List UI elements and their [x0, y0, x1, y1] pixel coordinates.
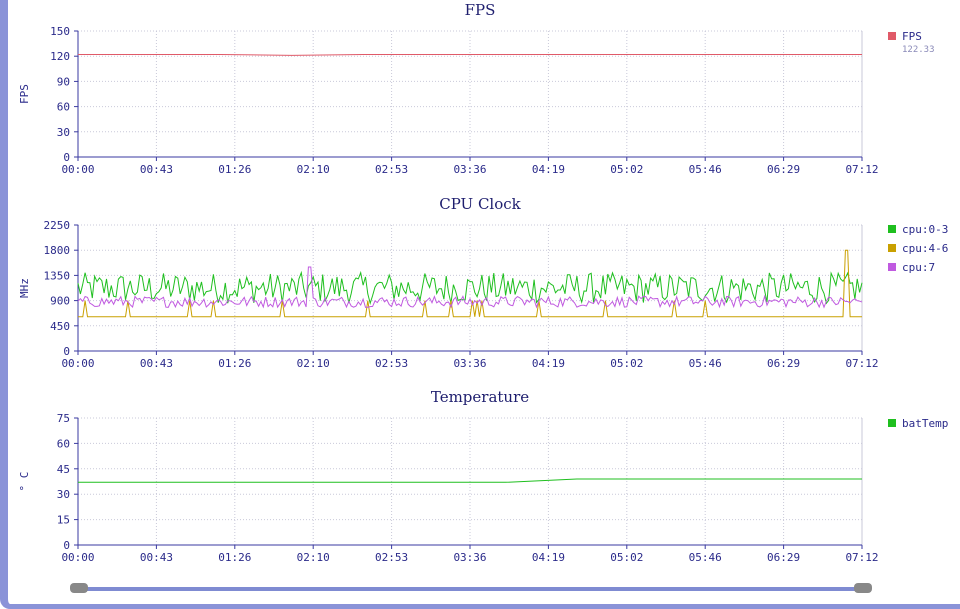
x-tick-label: 05:02: [610, 357, 643, 370]
x-tick-label: 05:02: [610, 163, 643, 176]
x-tick-label: 04:19: [532, 163, 565, 176]
y-tick-label: 15: [57, 514, 70, 527]
x-tick-label: 00:00: [61, 357, 94, 370]
x-tick-label: 00:43: [140, 551, 173, 564]
y-tick-label: 450: [50, 320, 70, 333]
x-tick-label: 02:53: [375, 551, 408, 564]
x-tick-label: 02:10: [297, 163, 330, 176]
y-tick-label: 30: [57, 488, 70, 501]
x-tick-label: 00:00: [61, 163, 94, 176]
x-tick-label: 06:29: [767, 551, 800, 564]
x-tick-label: 00:43: [140, 357, 173, 370]
x-tick-label: 00:43: [140, 163, 173, 176]
x-tick-label: 03:36: [453, 163, 486, 176]
y-tick-label: 0: [63, 345, 70, 358]
y-tick-label: 2250: [44, 219, 71, 232]
series-line-cpu-0-3: [77, 270, 863, 306]
y-tick-label: 0: [63, 539, 70, 552]
series-line-cpu-4-6: [78, 249, 862, 318]
x-tick-label: 01:26: [218, 551, 251, 564]
x-tick-label: 06:29: [767, 357, 800, 370]
x-tick-label: 04:19: [532, 551, 565, 564]
x-tick-label: 06:29: [767, 163, 800, 176]
y-tick-label: 900: [50, 295, 70, 308]
x-tick-label: 05:46: [689, 163, 722, 176]
chart-title: FPS: [465, 1, 496, 19]
y-tick-label: 1800: [44, 244, 71, 257]
y-tick-label: 150: [50, 25, 70, 38]
y-tick-label: 30: [57, 126, 70, 139]
x-tick-label: 02:53: [375, 357, 408, 370]
chart-title: CPU Clock: [439, 195, 521, 213]
x-tick-label: 03:36: [453, 357, 486, 370]
legend-swatch: [888, 244, 896, 252]
legend-swatch: [888, 419, 896, 427]
y-tick-label: 60: [57, 101, 70, 114]
legend-label[interactable]: cpu:4-6: [902, 242, 948, 255]
y-tick-label: 45: [57, 463, 70, 476]
x-tick-label: 02:53: [375, 163, 408, 176]
series-line-cpu-7: [77, 266, 863, 309]
y-tick-label: 90: [57, 75, 70, 88]
x-tick-label: 00:00: [61, 551, 94, 564]
legend-swatch: [888, 263, 896, 271]
x-tick-label: 07:12: [845, 551, 878, 564]
chart-panel-cpu: CPU Clock 00:00 00:43 01:26 02:10 02:53 03:36 0…: [18, 195, 948, 370]
chart-title: Temperature: [431, 388, 529, 406]
x-tick-label: 05:02: [610, 551, 643, 564]
chart-panel-temp: Temperature 00:00 00:43 01:26 02:10 02:53 03:3…: [18, 388, 948, 564]
legend-label[interactable]: cpu:7: [902, 261, 935, 274]
legend-label[interactable]: cpu:0-3: [902, 223, 948, 236]
x-tick-label: 03:36: [453, 551, 486, 564]
x-tick-label: 02:10: [297, 551, 330, 564]
chart-panel-fps: FPS 00:00 00:43 01:26 02:10 02:53 03:36 04:19 05…: [18, 1, 935, 176]
time-range-start-handle[interactable]: [70, 583, 88, 593]
y-tick-label: 0: [63, 151, 70, 164]
y-axis-label: ° C: [18, 472, 31, 492]
x-tick-label: 07:12: [845, 357, 878, 370]
y-tick-label: 75: [57, 412, 70, 425]
y-tick-label: 1350: [44, 269, 71, 282]
legend-label[interactable]: batTemp: [902, 417, 948, 430]
series-line-battemp: [78, 478, 862, 483]
y-axis-label: FPS: [18, 84, 31, 104]
legend-value: 122.33: [902, 45, 935, 55]
y-axis-label: MHz: [18, 278, 31, 298]
x-tick-label: 01:26: [218, 163, 251, 176]
x-tick-label: 07:12: [845, 163, 878, 176]
time-range-slider-track[interactable]: [78, 587, 870, 591]
y-tick-label: 60: [57, 437, 70, 450]
x-tick-label: 05:46: [689, 357, 722, 370]
y-tick-label: 120: [50, 50, 70, 63]
x-tick-label: 05:46: [689, 551, 722, 564]
legend-swatch: [888, 32, 896, 40]
legend-swatch: [888, 225, 896, 233]
x-tick-label: 02:10: [297, 357, 330, 370]
series-line-fps: [78, 54, 862, 56]
time-range-end-handle[interactable]: [854, 583, 872, 593]
legend-label[interactable]: FPS: [902, 30, 922, 43]
x-tick-label: 04:19: [532, 357, 565, 370]
x-tick-label: 01:26: [218, 357, 251, 370]
